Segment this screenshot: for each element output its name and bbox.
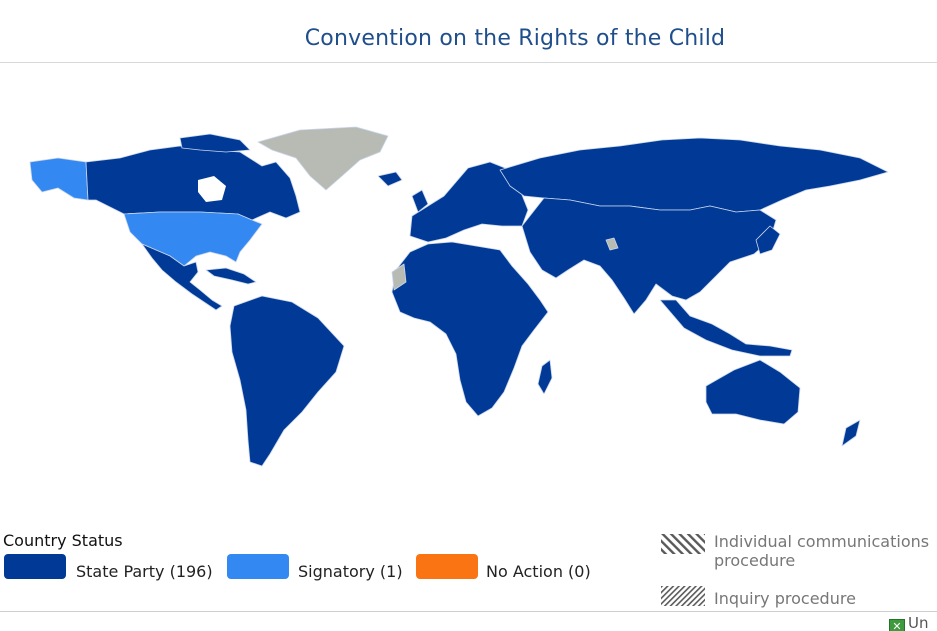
southeast-asia-region: [659, 299, 793, 357]
excel-icon: ✕: [889, 619, 905, 631]
alaska-region: [29, 157, 89, 201]
signatory-swatch: [227, 554, 289, 579]
individual-communications-line1: Individual communications: [714, 532, 930, 551]
map-title: Convention on the Rights of the Child: [304, 26, 726, 51]
western-sahara-region: [391, 263, 407, 291]
inquiry-procedure-hatch: [661, 586, 705, 606]
asia-region: [521, 197, 777, 315]
individual-communications-label: Individual communications procedure: [714, 532, 929, 570]
no-action-label: No Action (0): [486, 562, 591, 581]
australia-region: [705, 359, 801, 425]
individual-communications-hatch: [661, 534, 705, 554]
export-button[interactable]: ✕ Un: [889, 614, 937, 631]
world-map: [29, 126, 889, 467]
greenland-region: [257, 126, 389, 191]
new-zealand-region: [841, 419, 861, 447]
africa-region: [391, 241, 549, 417]
state-party-label: State Party (196): [76, 562, 213, 581]
footer-divider: [0, 611, 937, 612]
arctic-islands-region: [179, 133, 251, 153]
south-america-region: [229, 295, 345, 467]
state-party-swatch: [4, 554, 66, 579]
title-divider: [0, 62, 937, 63]
japan-region: [755, 225, 781, 255]
legend-heading: Country Status: [3, 531, 123, 550]
inquiry-procedure-label: Inquiry procedure: [714, 589, 856, 608]
usa-region: [123, 211, 263, 267]
hudson-bay: [198, 176, 226, 202]
export-label: Un: [908, 614, 929, 631]
caribbean-region: [205, 267, 257, 285]
signatory-label: Signatory (1): [298, 562, 403, 581]
individual-communications-line2: procedure: [714, 551, 796, 570]
mexico-central-america-region: [141, 243, 223, 311]
uk-region: [411, 189, 429, 213]
canada-region: [85, 145, 301, 221]
kashmir-region: [605, 237, 619, 251]
no-action-swatch: [416, 554, 478, 579]
iceland-region: [377, 171, 403, 187]
madagascar-region: [537, 359, 553, 395]
